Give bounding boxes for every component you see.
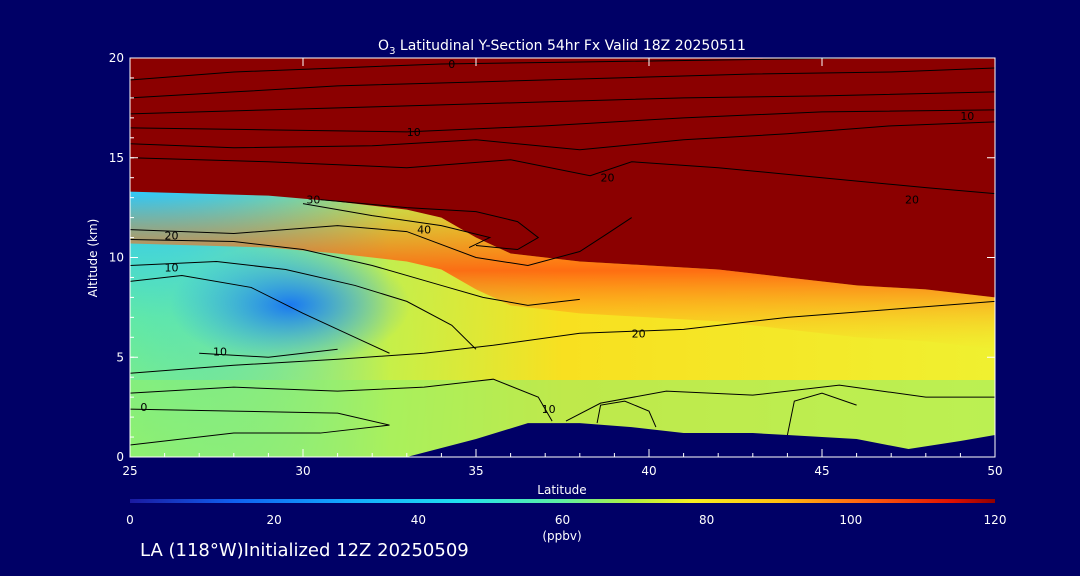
- tropopause-transition: [130, 191, 995, 350]
- contour-label: 40: [417, 224, 431, 237]
- contour-label: 20: [905, 194, 919, 207]
- colorbar-ticks: 0 20 40 60 80 100 120: [126, 513, 1006, 527]
- contour-line: [130, 109, 995, 133]
- x-tick-label: 30: [295, 464, 310, 478]
- contour-line: [130, 260, 477, 350]
- contour-line: [565, 384, 995, 422]
- contour-line: [130, 408, 390, 446]
- y-tick-label: 15: [109, 151, 124, 165]
- contour-line: [130, 91, 995, 115]
- ozone-field: [130, 58, 995, 457]
- x-axis-label: Latitude: [537, 483, 586, 497]
- contour-line: [130, 58, 857, 81]
- y-tick-label: 10: [109, 251, 124, 265]
- x-axis-ticks: 25 30 35 40 45 50: [122, 58, 1003, 478]
- contour-line: [130, 274, 390, 354]
- contour-label: 20: [632, 327, 646, 340]
- contour-line: [130, 67, 995, 99]
- colorbar-tick-label: 80: [699, 513, 714, 527]
- x-tick-label: 50: [987, 464, 1002, 478]
- colorbar-tick-label: 20: [267, 513, 282, 527]
- contour-label: 10: [165, 261, 179, 274]
- colorbar-unit: (ppbv): [542, 529, 581, 543]
- x-tick-label: 40: [641, 464, 656, 478]
- contour-label: 10: [407, 126, 421, 139]
- terrain: [406, 423, 995, 457]
- colorbar-tick-label: 60: [555, 513, 570, 527]
- x-tick-label: 45: [814, 464, 829, 478]
- contour-label: 10: [213, 345, 227, 358]
- contour-line: [320, 199, 540, 251]
- contour-lines: [130, 58, 995, 446]
- contour-label: 10: [960, 110, 974, 123]
- x-tick-label: 25: [122, 464, 137, 478]
- contour-line: [302, 203, 492, 248]
- contour-line: [130, 300, 995, 374]
- colorbar-tick-label: 40: [411, 513, 426, 527]
- stratospheric-ozone-region: [130, 58, 995, 298]
- chart-title: O3 Latitudinal Y-Section 54hr Fx Valid 1…: [378, 38, 746, 57]
- y-tick-label: 0: [116, 450, 124, 464]
- colorbar-tick-label: 100: [839, 513, 862, 527]
- y-axis-ticks: 0 5 10 15 20: [109, 51, 995, 464]
- y-axis-label: Altitude (km): [86, 219, 100, 298]
- colorbar-tick-label: 0: [126, 513, 134, 527]
- contour-line: [596, 400, 657, 428]
- x-tick-label: 35: [468, 464, 483, 478]
- y-tick-label: 20: [109, 51, 124, 65]
- y-tick-label: 5: [116, 350, 124, 364]
- contour-line: [786, 392, 857, 436]
- contour-line: [130, 121, 995, 151]
- contour-line: [130, 217, 632, 266]
- contour-label: 30: [306, 194, 320, 207]
- contour-label: 10: [542, 403, 556, 416]
- colorbar: [130, 499, 995, 503]
- contour-label: 20: [600, 172, 614, 185]
- contour-line: [130, 239, 580, 306]
- footer-initialization-text: LA (118°W)Initialized 12Z 20250509: [140, 540, 469, 561]
- contour-line: [199, 348, 338, 358]
- contour-labels: 0 10 10 20 20 30 40 20 10 10 20 0 10: [140, 58, 974, 416]
- contour-line: [130, 157, 995, 195]
- contour-line: [130, 378, 553, 422]
- colorbar-tick-label: 120: [984, 513, 1007, 527]
- contour-label: 20: [165, 230, 179, 243]
- contour-label: 0: [448, 58, 455, 71]
- contour-label: 0: [140, 401, 147, 414]
